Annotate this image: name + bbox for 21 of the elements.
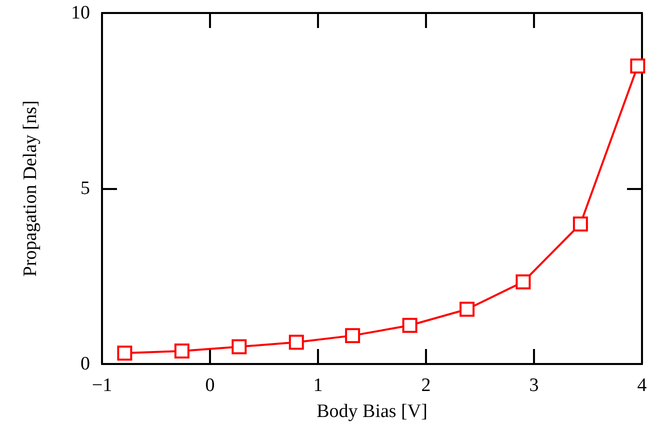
x-tick-label: 1 xyxy=(313,375,323,396)
point xyxy=(402,318,418,333)
y-axis-title: Propagation Delay [ns] xyxy=(20,100,41,277)
x-axis-title: Body Bias [V] xyxy=(316,401,428,422)
point xyxy=(117,346,132,361)
point xyxy=(572,216,588,232)
x-tick-label: 3 xyxy=(529,375,539,396)
x-tick-label: −1 xyxy=(92,375,112,396)
y-tick-label: 5 xyxy=(80,178,90,199)
point xyxy=(288,334,304,350)
y-tick-label: 10 xyxy=(71,2,90,24)
point xyxy=(516,274,531,290)
point xyxy=(630,58,646,74)
x-tick-label: 2 xyxy=(421,375,431,396)
x-tick-label: 0 xyxy=(205,375,215,396)
point xyxy=(232,339,247,354)
point xyxy=(460,302,475,317)
y-tick-label: 0 xyxy=(80,354,90,374)
x-tick-label: 4 xyxy=(637,375,648,396)
point xyxy=(174,344,190,359)
point xyxy=(345,328,360,344)
